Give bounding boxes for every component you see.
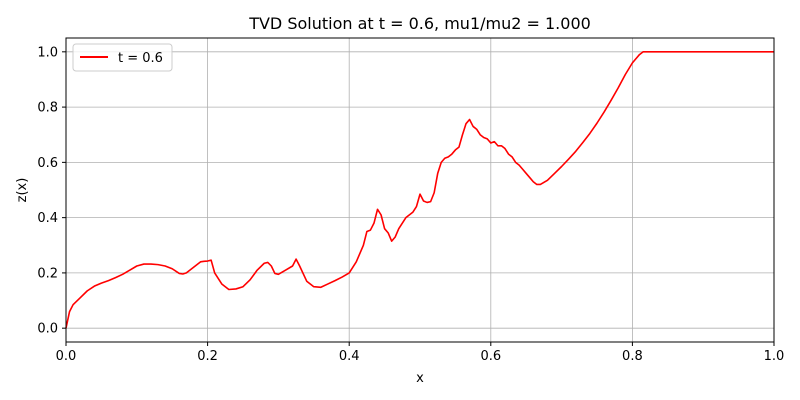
y-tick-label: 1.0: [37, 45, 58, 60]
y-tick-label: 0.0: [37, 322, 58, 337]
x-tick-label: 0.0: [56, 349, 77, 364]
axis-ticks: 0.0 0.2 0.4 0.6 0.8 1.0 0.0 0.2 0.4 0.6 0.8 1.0: [37, 45, 784, 364]
y-tick-label: 0.6: [37, 156, 58, 171]
y-axis-label: z(x): [15, 178, 30, 203]
x-tick-label: 1.0: [764, 349, 785, 364]
x-tick-label: 0.8: [622, 349, 643, 364]
series-line: [65, 51, 774, 329]
legend-box: [72, 43, 173, 72]
y-tick-label: 0.2: [37, 266, 58, 281]
x-axis-label: x: [416, 371, 424, 386]
y-tick-label: 0.8: [37, 101, 58, 116]
chart-title: TVD Solution at t = 0.6, mu1/mu2 = 1.000: [248, 14, 591, 33]
x-tick-label: 0.6: [480, 349, 501, 364]
legend-label: t = 0.6: [118, 51, 163, 66]
x-tick-label: 0.2: [197, 349, 218, 364]
x-tick-label: 0.4: [339, 349, 360, 364]
plot-frame: [65, 37, 775, 343]
plot-series: [65, 51, 774, 329]
y-tick-label: 0.4: [37, 211, 58, 226]
legend: t = 0.6: [72, 43, 173, 72]
